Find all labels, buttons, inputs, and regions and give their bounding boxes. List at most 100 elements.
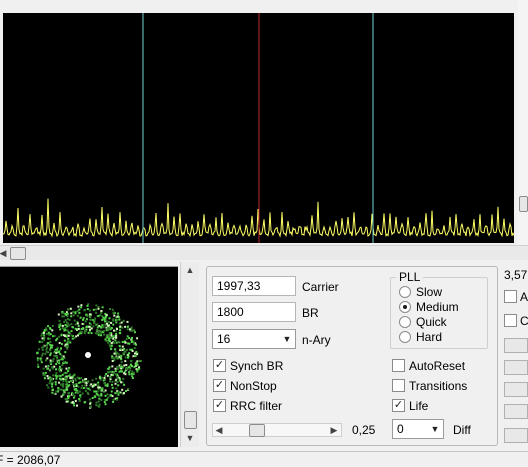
constellation-dot	[73, 394, 76, 397]
constellation-dot	[121, 392, 124, 395]
constellation-scrollbar[interactable]: ▲ ▼	[180, 262, 199, 447]
nonstop-checkbox[interactable]: ✓	[213, 379, 226, 392]
constellation-dot	[109, 378, 112, 381]
constellation-dot	[133, 365, 136, 368]
constellation-dot	[58, 349, 61, 352]
constellation-dot	[111, 360, 114, 362]
constellation-dot	[75, 387, 77, 390]
constellation-dot	[121, 341, 124, 343]
slider-right-arrow-icon[interactable]: ▶	[330, 425, 338, 435]
right-button-4[interactable]	[504, 404, 528, 419]
spectrum-horizontal-scrollbar[interactable]: ◀	[0, 245, 528, 260]
right-button-3[interactable]	[504, 382, 528, 397]
spectrum-display[interactable]	[3, 13, 514, 243]
constellation-dot	[46, 332, 48, 335]
constellation-dot	[107, 329, 110, 331]
right-checkbox-a[interactable]	[504, 290, 517, 303]
constellation-dot	[124, 341, 127, 344]
constellation-dot	[98, 394, 101, 397]
constellation-dot	[129, 348, 132, 351]
constellation-dot	[53, 392, 56, 395]
constellation-dot	[46, 344, 48, 347]
autoreset-checkbox[interactable]	[392, 359, 405, 372]
right-button-2[interactable]	[504, 360, 528, 375]
right-checkbox-c[interactable]	[504, 314, 517, 327]
gain-slider-thumb[interactable]	[249, 424, 265, 437]
constellation-dot	[41, 352, 44, 355]
diff-select[interactable]: 0 ▼	[392, 419, 444, 439]
constellation-dot	[82, 327, 85, 330]
constellation-dot	[62, 362, 65, 365]
carrier-input[interactable]: 1997,33	[212, 276, 296, 296]
nary-label: n-Ary	[302, 333, 331, 347]
pll-radio-quick[interactable]	[399, 316, 411, 328]
gain-slider[interactable]: ◀ ▶	[212, 423, 342, 437]
pll-radio-medium[interactable]	[399, 301, 411, 313]
spectrum-vscroll-thumb[interactable]	[519, 196, 528, 212]
constellation-dot	[55, 355, 58, 358]
spectrum-hscroll-thumb[interactable]	[10, 247, 26, 260]
constellation-dot	[63, 329, 66, 332]
constellation-dot	[136, 369, 139, 372]
constellation-dot	[68, 318, 71, 321]
autoreset-label: AutoReset	[409, 359, 466, 373]
constellation-dot	[70, 334, 73, 337]
transitions-checkbox[interactable]	[392, 379, 405, 392]
constellation-dot	[106, 393, 109, 396]
constellation-dot	[106, 374, 109, 377]
constellation-dot	[134, 363, 137, 366]
constellation-dot	[66, 317, 69, 320]
life-label: Life	[409, 399, 429, 413]
life-checkbox[interactable]: ✓	[392, 399, 405, 412]
constellation-dot	[89, 401, 92, 404]
constellation-dot	[94, 383, 97, 386]
constellation-dot	[74, 327, 77, 330]
pll-radio-slow[interactable]	[399, 286, 411, 298]
scroll-down-arrow-icon[interactable]: ▼	[185, 433, 195, 443]
constellation-dot	[97, 388, 100, 390]
constellation-dot	[71, 380, 74, 383]
chevron-down-icon[interactable]: ▼	[282, 334, 292, 344]
right-button-1[interactable]	[504, 338, 528, 353]
constellation-dot	[67, 331, 70, 334]
constellation-dot	[71, 401, 74, 404]
constellation-dot	[110, 337, 113, 340]
constellation-dot	[46, 357, 49, 360]
chevron-down-icon[interactable]: ▼	[430, 424, 440, 434]
constellation-dot	[63, 327, 66, 330]
constellation-dot	[105, 372, 108, 375]
br-input[interactable]: 1800	[212, 302, 296, 322]
constellation-dot	[58, 319, 61, 322]
scroll-left-arrow-icon[interactable]: ◀	[0, 248, 7, 258]
constellation-dot	[51, 388, 54, 391]
constellation-dot	[52, 360, 54, 363]
rrc-filter-checkbox[interactable]: ✓	[213, 399, 226, 412]
scroll-up-arrow-icon[interactable]: ▲	[185, 265, 195, 275]
nary-select[interactable]: 16 ▼	[212, 329, 296, 349]
constellation-dot	[74, 400, 77, 402]
constellation-dot	[135, 350, 138, 353]
constellation-dot	[126, 335, 129, 338]
synch-br-checkbox[interactable]: ✓	[213, 359, 226, 372]
constellation-dot	[93, 383, 96, 386]
slider-left-arrow-icon[interactable]: ◀	[215, 425, 223, 435]
constellation-dot	[115, 352, 118, 355]
constellation-dot	[90, 332, 93, 335]
right-button-5[interactable]	[504, 428, 528, 443]
spectrum-vertical-scrollbar[interactable]	[518, 0, 528, 245]
constellation-dot	[44, 352, 47, 355]
constellation-dot	[118, 355, 121, 358]
pll-radio-hard[interactable]	[399, 331, 411, 343]
constellation-dot	[55, 368, 58, 371]
constellation-dot	[50, 346, 53, 349]
constellation-dot	[72, 383, 75, 385]
constellation-scroll-thumb[interactable]	[184, 411, 197, 429]
pll-label-slow: Slow	[416, 285, 443, 299]
constellation-dot	[66, 334, 69, 337]
constellation-dot	[105, 334, 108, 337]
constellation-dot	[94, 332, 97, 335]
constellation-dot	[103, 382, 106, 385]
constellation-dot	[98, 397, 101, 400]
constellation-dot	[116, 381, 119, 383]
constellation-dot	[120, 354, 123, 357]
